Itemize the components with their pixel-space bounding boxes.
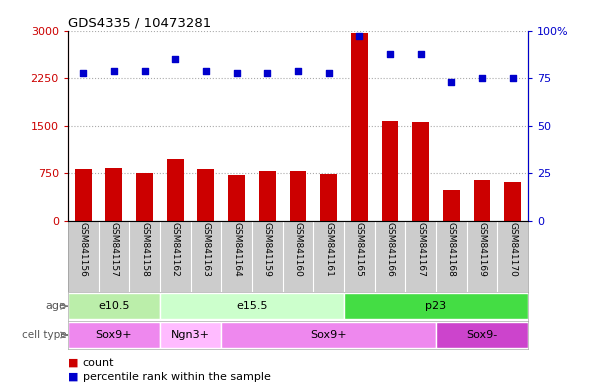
Text: GSM841170: GSM841170 [508,222,517,277]
Point [324,70,333,76]
Text: GSM841165: GSM841165 [355,222,364,277]
Text: GDS4335 / 10473281: GDS4335 / 10473281 [68,17,211,30]
Bar [106,168,122,221]
Point [508,75,517,81]
Text: GSM841168: GSM841168 [447,222,456,277]
Point [78,70,88,76]
Text: GSM841169: GSM841169 [477,222,487,277]
Text: GSM841156: GSM841156 [78,222,88,277]
Bar [75,169,91,221]
Bar [136,173,153,221]
Text: GSM841166: GSM841166 [385,222,395,277]
Text: count: count [83,358,114,368]
Text: GSM841161: GSM841161 [324,222,333,277]
Bar [344,293,528,319]
Point [232,70,241,76]
Bar [198,169,214,221]
Point [477,75,487,81]
Bar [320,174,337,221]
Bar [228,175,245,221]
Point [109,68,119,74]
Text: age: age [45,301,66,311]
Bar [68,293,160,319]
Text: Ngn3+: Ngn3+ [171,330,210,340]
Point [385,50,395,56]
Text: GSM841160: GSM841160 [293,222,303,277]
Bar [290,171,306,221]
Point [293,68,303,74]
Bar [412,122,429,221]
Bar [474,180,490,221]
Bar [504,182,521,221]
Text: GSM841159: GSM841159 [263,222,272,277]
Point [140,68,149,74]
Bar [259,171,276,221]
Text: GSM841163: GSM841163 [201,222,211,277]
Point [201,68,211,74]
Point [416,50,425,56]
Text: GSM841162: GSM841162 [171,222,180,277]
Bar [167,159,183,221]
Text: e10.5: e10.5 [98,301,130,311]
Bar [68,322,160,348]
Text: ■: ■ [68,358,78,368]
Bar [382,121,398,221]
Point [263,70,272,76]
Text: e15.5: e15.5 [236,301,268,311]
Text: GSM841167: GSM841167 [416,222,425,277]
Text: GSM841164: GSM841164 [232,222,241,277]
Point [355,33,364,40]
Point [447,79,456,85]
Bar [160,322,221,348]
Text: Sox9+: Sox9+ [96,330,132,340]
Point [171,56,180,62]
Text: cell type: cell type [22,330,66,340]
Text: GSM841157: GSM841157 [109,222,119,277]
Text: Sox9+: Sox9+ [310,330,347,340]
Bar [160,293,344,319]
Text: percentile rank within the sample: percentile rank within the sample [83,372,270,382]
Bar [436,322,528,348]
Bar [351,33,368,221]
Bar [443,190,460,221]
Text: ■: ■ [68,372,78,382]
Text: p23: p23 [425,301,447,311]
Text: Sox9-: Sox9- [467,330,497,340]
Text: GSM841158: GSM841158 [140,222,149,277]
Bar [221,322,436,348]
